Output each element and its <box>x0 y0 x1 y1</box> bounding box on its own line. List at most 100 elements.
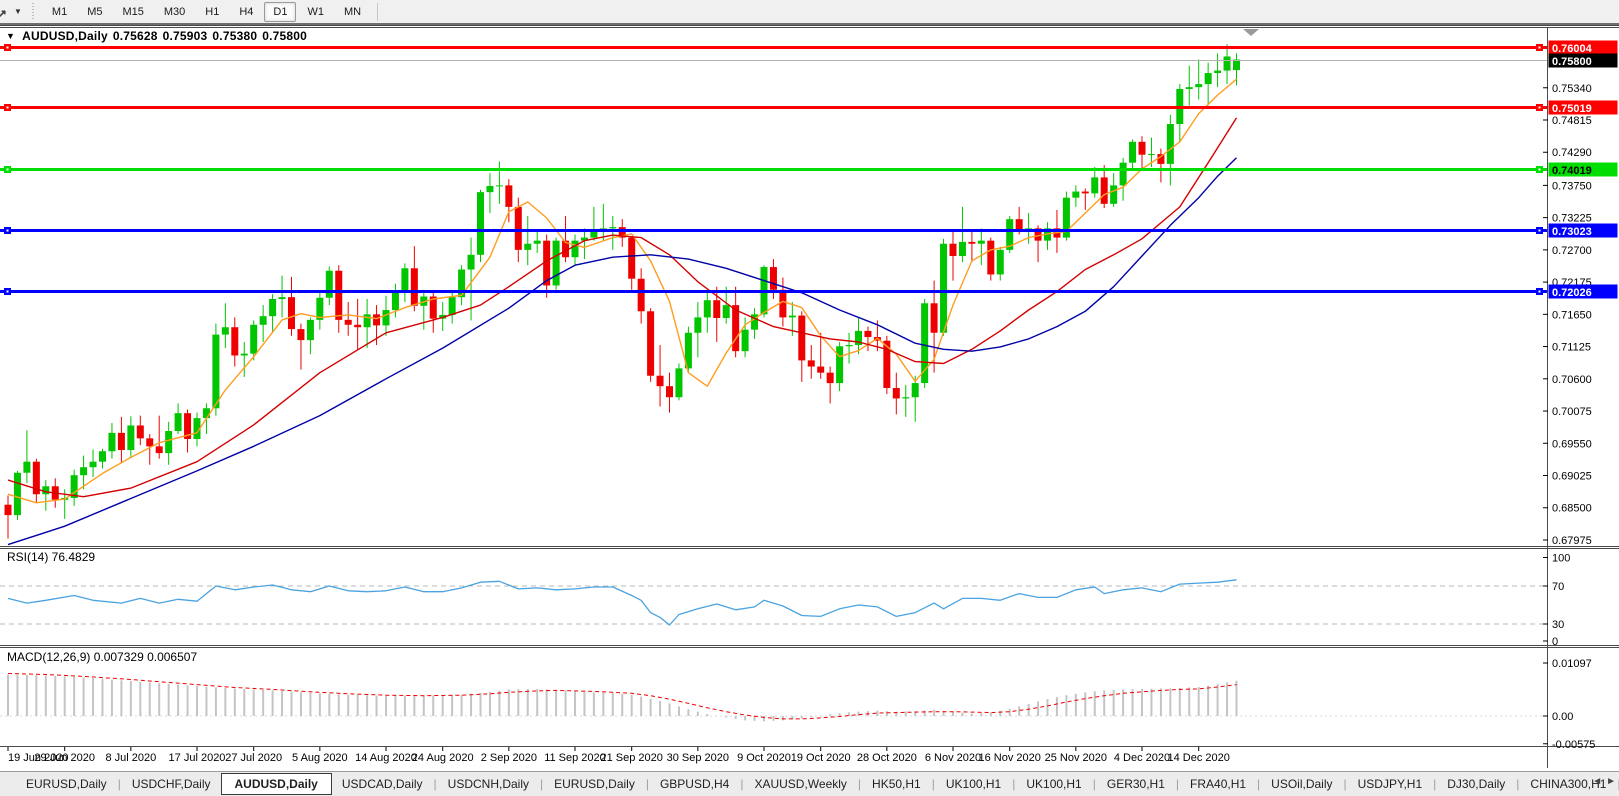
candle-body <box>987 240 995 275</box>
candle-body <box>401 268 409 291</box>
candle-body <box>958 241 966 257</box>
chart-cursor-icon[interactable] <box>0 4 12 20</box>
price-tick-label: 0.69025 <box>1552 471 1592 483</box>
medium-ma-line[interactable] <box>7 117 1238 498</box>
candle-body <box>533 240 541 244</box>
tab-usdjpy-h1[interactable]: USDJPY,H1 <box>1357 777 1423 791</box>
candle-body <box>1034 228 1042 241</box>
candlestick-series <box>4 44 1240 539</box>
one-click-trading-collapse-icon[interactable]: ▼ <box>6 31 16 41</box>
candle-body <box>1110 185 1118 204</box>
line-price-badge-text: 0.74019 <box>1552 165 1592 177</box>
price-tick-label: 0.67975 <box>1552 535 1592 547</box>
tab-scroll-right-icon[interactable]: ► <box>1606 776 1616 787</box>
chart-shift-marker-icon[interactable] <box>1243 29 1259 36</box>
candle-body <box>1166 123 1174 164</box>
tab-xauusd-weekly[interactable]: XAUUSD,Weekly <box>754 777 847 791</box>
candle-body <box>543 240 551 286</box>
candle-body <box>713 300 721 319</box>
bar-close-value: 0.75800 <box>262 29 307 43</box>
candle-body <box>628 237 636 279</box>
tab-separator: | <box>740 777 744 791</box>
macd-axis-label: -0.00575 <box>1552 739 1595 751</box>
date-tick-label: 25 Nov 2020 <box>1045 752 1107 764</box>
date-tick-label: 9 Oct 2020 <box>737 752 791 764</box>
tab-usdchf-daily[interactable]: USDCHF,Daily <box>131 777 211 791</box>
tab-separator: | <box>433 777 437 791</box>
tab-china300-h1[interactable]: CHINA300,H1 <box>1530 777 1607 791</box>
candle-body <box>684 332 692 369</box>
line-handle-dot <box>1538 229 1541 232</box>
date-tick-label: 11 Sep 2020 <box>544 752 606 764</box>
candle-body <box>1062 197 1070 238</box>
candle-body <box>637 278 645 312</box>
fast-ma-line[interactable] <box>7 78 1237 504</box>
candle-body <box>609 227 617 229</box>
tab-separator: | <box>1092 777 1096 791</box>
tab-audusd-daily[interactable]: AUDUSD,Daily <box>220 773 332 795</box>
tab-eurusd-daily[interactable]: EURUSD,Daily <box>554 777 635 791</box>
line-handle-dot <box>1538 290 1541 293</box>
symbol-tabbar: EURUSD,Daily | USDCHF,Daily AUDUSD,Daily USD… <box>0 771 1619 796</box>
timeframe-button-m5[interactable]: M5 <box>78 2 111 22</box>
candle-body <box>391 290 399 311</box>
candle-body <box>656 375 664 387</box>
tab-dj30-daily[interactable]: DJ30,Daily <box>1447 777 1506 791</box>
rsi-indicator-label: RSI(14) 76.4829 <box>7 550 96 564</box>
price-tick-label: 0.70600 <box>1552 374 1592 386</box>
timeframe-button-w1[interactable]: W1 <box>298 2 333 22</box>
timeframe-button-m30[interactable]: M30 <box>155 2 194 22</box>
candle-body <box>788 315 796 318</box>
chart-area[interactable]: 0.75340 0.74815 0.74290 0.73750 0.73225 0.727… <box>0 25 1619 776</box>
rsi-axis-label: 0 <box>1552 636 1558 648</box>
candle-body <box>618 227 626 238</box>
tab-eurusd-daily[interactable]: EURUSD,Daily <box>26 777 107 791</box>
candle-body <box>184 413 192 439</box>
timeframe-button-h1[interactable]: H1 <box>196 2 228 22</box>
timeframe-button-d1[interactable]: D1 <box>264 1 297 22</box>
tab-scroll-left-icon[interactable]: ◄ <box>1592 776 1603 787</box>
candle-body <box>779 289 787 318</box>
line-price-badge-text: 0.76004 <box>1552 43 1593 55</box>
tab-usdcad-daily[interactable]: USDCAD,Daily <box>341 777 423 791</box>
candle-body <box>505 185 513 207</box>
candle-body <box>136 425 144 439</box>
date-tick-label: 4 Dec 2020 <box>1114 752 1170 764</box>
timeframe-button-m15[interactable]: M15 <box>113 2 152 22</box>
candle-body <box>335 270 343 320</box>
chart-ohlc-header: ▼ AUDUSD,Daily 0.75628 0.75903 0.75380 0… <box>6 29 307 43</box>
candle-body <box>807 360 815 367</box>
candle-body <box>429 296 437 319</box>
tab-uk100-h1[interactable]: UK100,H1 <box>945 777 1002 791</box>
candle-body <box>722 305 730 319</box>
candle-body <box>288 297 295 330</box>
tab-uk100-h1[interactable]: UK100,H1 <box>1026 777 1082 791</box>
tab-usdcnh-daily[interactable]: USDCNH,Daily <box>447 777 530 791</box>
tab-ger30-h1[interactable]: GER30,H1 <box>1106 777 1165 791</box>
candle-body <box>80 467 88 476</box>
candle-body <box>477 192 484 255</box>
price-tick-label: 0.71125 <box>1552 342 1591 354</box>
candle-body <box>495 185 503 187</box>
timeframe-button-m1[interactable]: M1 <box>43 2 76 22</box>
tab-fra40-h1[interactable]: FRA40,H1 <box>1190 777 1247 791</box>
tab-hk50-h1[interactable]: HK50,H1 <box>872 777 921 791</box>
tab-separator: | <box>1516 777 1520 791</box>
candle-body <box>911 383 919 398</box>
timeframe-button-mn[interactable]: MN <box>335 2 370 22</box>
candle-body <box>212 334 220 409</box>
candle-body <box>1100 177 1108 204</box>
date-tick-label: 21 Sep 2020 <box>601 752 663 764</box>
candle-body <box>675 368 683 398</box>
tab-separator: | <box>1257 777 1261 791</box>
toolbar-grip-handle[interactable] <box>29 2 36 21</box>
candle-body <box>845 345 853 347</box>
chevron-down-icon[interactable]: ▼ <box>14 7 22 16</box>
tab-gbpusd-h4[interactable]: GBPUSD,H4 <box>659 777 730 791</box>
slow-ma-line[interactable] <box>7 157 1237 546</box>
candle-body <box>836 346 844 384</box>
tab-usoil-daily[interactable]: USOil,Daily <box>1271 777 1333 791</box>
candle-body <box>968 241 976 244</box>
candle-body <box>647 311 655 376</box>
timeframe-button-h4[interactable]: H4 <box>230 2 262 22</box>
